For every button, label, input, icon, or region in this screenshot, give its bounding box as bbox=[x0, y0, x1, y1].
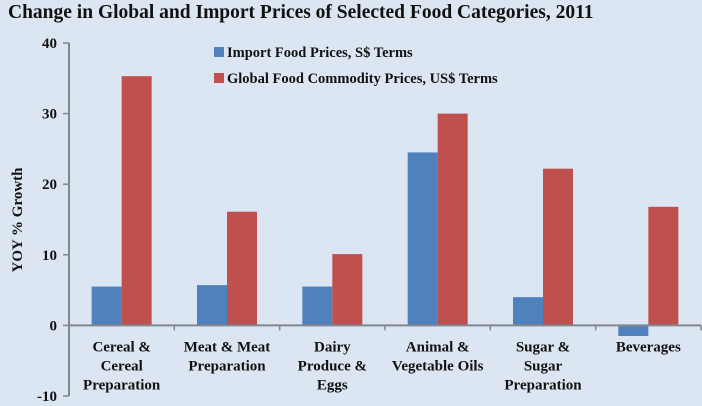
category-label-line: Cereal bbox=[101, 358, 143, 374]
axes bbox=[68, 43, 702, 396]
y-tick-label: 40 bbox=[42, 36, 57, 52]
category-label-line: Vegetable Oils bbox=[392, 358, 484, 374]
category-label-line: Preparation bbox=[188, 358, 266, 374]
y-tick-label: 30 bbox=[42, 107, 57, 123]
bar-series0-cat4 bbox=[513, 297, 543, 326]
category-label-line: Cereal & bbox=[92, 339, 150, 355]
y-axis-title-group: YOY % Growth bbox=[10, 167, 26, 273]
bar-series0-cat3 bbox=[407, 152, 438, 326]
y-axis-title: YOY % Growth bbox=[10, 167, 26, 273]
legend-swatch-0 bbox=[214, 47, 224, 57]
category-label-line: Sugar & bbox=[516, 339, 570, 355]
category-label-line: Preparation bbox=[504, 377, 582, 393]
legend: Import Food Prices, S$ Terms Global Food … bbox=[214, 45, 498, 87]
category-label-line: Animal & bbox=[406, 339, 470, 355]
bar-series1-cat2 bbox=[332, 254, 363, 326]
category-label: Cereal & Cereal Preparation bbox=[83, 339, 161, 393]
bar-series0-cat2 bbox=[302, 286, 333, 326]
category-label-line: Meat & Meat bbox=[184, 339, 271, 355]
category-label: Animal & Vegetable Oils bbox=[392, 339, 484, 374]
category-label-line: Preparation bbox=[83, 377, 161, 393]
category-labels: Cereal & Cereal Preparation Meat & Meat Prep… bbox=[83, 339, 681, 393]
category-label-line: Produce & bbox=[298, 358, 367, 374]
legend-swatch-1 bbox=[214, 73, 224, 83]
category-label: Dairy Produce & Eggs bbox=[298, 339, 367, 393]
legend-label-1: Global Food Commodity Prices, US$ Terms bbox=[227, 71, 498, 87]
chart-title: Change in Global and Import Prices of Se… bbox=[8, 2, 594, 23]
category-label-line: Beverages bbox=[616, 339, 681, 355]
bar-series0-cat0 bbox=[91, 286, 122, 326]
category-label-line: Eggs bbox=[317, 377, 348, 393]
y-tick-label: 10 bbox=[42, 248, 57, 264]
y-tick-label: 0 bbox=[50, 318, 58, 334]
bar-series1-cat3 bbox=[437, 113, 468, 326]
category-label-line: Sugar bbox=[524, 358, 563, 374]
bar-series1-cat4 bbox=[543, 168, 573, 326]
category-label: Beverages bbox=[616, 339, 681, 355]
y-ticks: 40 30 20 10 0 -10 bbox=[37, 36, 69, 405]
bar-series0-cat5 bbox=[618, 325, 649, 336]
y-tick-label: -10 bbox=[37, 389, 57, 405]
y-tick-label: 20 bbox=[42, 177, 57, 193]
category-label: Sugar & Sugar Preparation bbox=[504, 339, 582, 393]
bar-series1-cat1 bbox=[227, 211, 257, 326]
bar-series1-cat5 bbox=[648, 206, 679, 326]
category-label-line: Dairy bbox=[314, 339, 351, 355]
bar-series0-cat1 bbox=[197, 285, 227, 326]
legend-label-0: Import Food Prices, S$ Terms bbox=[227, 45, 413, 61]
category-label: Meat & Meat Preparation bbox=[184, 339, 271, 374]
bar-series1-cat0 bbox=[121, 76, 152, 326]
bars bbox=[91, 76, 679, 336]
